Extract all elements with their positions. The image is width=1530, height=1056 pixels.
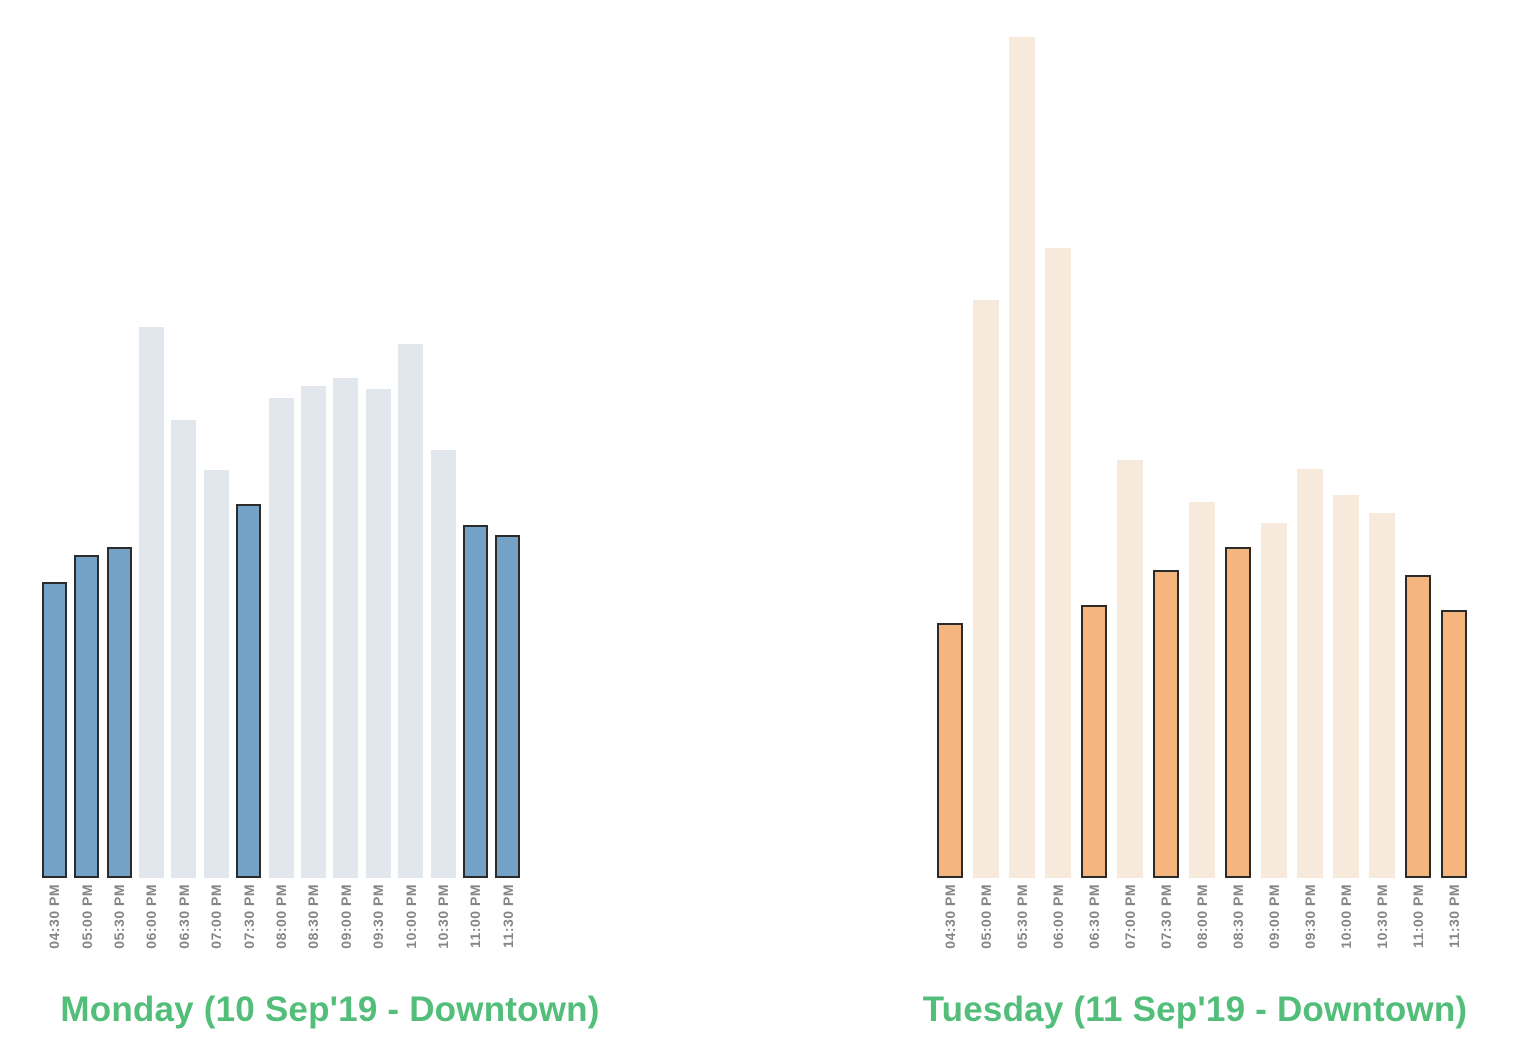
highlighted-bar-11-00-pm[interactable] bbox=[1405, 575, 1431, 878]
x-tick-label: 06:30 PM bbox=[1086, 884, 1102, 949]
highlighted-bar-11-30-pm[interactable] bbox=[495, 535, 521, 878]
highlighted-bar-11-00-pm[interactable] bbox=[462, 525, 488, 878]
bar-slot: 10:00 PM bbox=[394, 0, 426, 976]
highlighted-bar-08-30-pm[interactable] bbox=[1225, 547, 1251, 878]
bar-slot: 09:00 PM bbox=[1256, 0, 1292, 976]
x-tick-label: 10:00 PM bbox=[1338, 884, 1354, 949]
highlighted-bar-07-30-pm[interactable] bbox=[1153, 570, 1179, 878]
x-tick-label: 09:00 PM bbox=[1266, 884, 1282, 949]
x-tick-label: 08:00 PM bbox=[273, 884, 290, 949]
bar-slot: 11:30 PM bbox=[1436, 0, 1472, 976]
bar-09-30-pm[interactable] bbox=[1297, 469, 1323, 878]
highlighted-bar-05-30-pm[interactable] bbox=[106, 547, 132, 878]
bar-05-00-pm[interactable] bbox=[973, 300, 999, 878]
x-tick-label: 11:30 PM bbox=[1446, 884, 1462, 948]
bar-08-00-pm[interactable] bbox=[268, 398, 294, 878]
x-tick-label: 07:30 PM bbox=[1158, 884, 1174, 949]
x-tick-label: 05:30 PM bbox=[111, 884, 128, 949]
x-tick-label: 04:30 PM bbox=[46, 884, 63, 949]
x-tick-label: 09:00 PM bbox=[337, 884, 354, 949]
monday-plot-area: 04:30 PM 05:00 PM 05:30 PM 06:00 PM 06:30 PM… bbox=[38, 0, 524, 976]
x-tick-label: 05:00 PM bbox=[78, 884, 95, 949]
bar-slot: 07:30 PM bbox=[232, 0, 264, 976]
x-tick-label: 05:30 PM bbox=[1014, 884, 1030, 949]
bar-09-30-pm[interactable] bbox=[365, 389, 391, 878]
x-tick-label: 09:30 PM bbox=[1302, 884, 1318, 949]
highlighted-bar-05-00-pm[interactable] bbox=[74, 555, 100, 878]
x-tick-label: 04:30 PM bbox=[942, 884, 958, 949]
x-tick-label: 08:30 PM bbox=[305, 884, 322, 949]
bar-slot: 08:30 PM bbox=[1220, 0, 1256, 976]
bar-slot: 09:00 PM bbox=[330, 0, 362, 976]
x-tick-label: 11:00 PM bbox=[467, 884, 484, 948]
bar-slot: 10:00 PM bbox=[1328, 0, 1364, 976]
bar-slot: 11:30 PM bbox=[492, 0, 524, 976]
highlighted-bar-04-30-pm[interactable] bbox=[41, 582, 67, 878]
bar-09-00-pm[interactable] bbox=[333, 378, 359, 878]
bar-slot: 07:30 PM bbox=[1148, 0, 1184, 976]
x-tick-label: 05:00 PM bbox=[978, 884, 994, 949]
bar-07-00-pm[interactable] bbox=[1117, 460, 1143, 878]
bar-slot: 09:30 PM bbox=[1292, 0, 1328, 976]
bar-slot: 11:00 PM bbox=[459, 0, 491, 976]
bar-06-00-pm[interactable] bbox=[138, 327, 164, 878]
highlighted-bar-04-30-pm[interactable] bbox=[937, 623, 963, 878]
x-tick-label: 06:30 PM bbox=[175, 884, 192, 949]
bar-slot: 04:30 PM bbox=[38, 0, 70, 976]
bar-10-00-pm[interactable] bbox=[1333, 495, 1359, 878]
bar-10-30-pm[interactable] bbox=[1369, 513, 1395, 878]
bar-slot: 08:30 PM bbox=[297, 0, 329, 976]
bar-09-00-pm[interactable] bbox=[1261, 523, 1287, 878]
bar-slot: 06:00 PM bbox=[1040, 0, 1076, 976]
bar-08-30-pm[interactable] bbox=[300, 386, 326, 878]
bar-slot: 09:30 PM bbox=[362, 0, 394, 976]
x-tick-label: 07:00 PM bbox=[1122, 884, 1138, 949]
x-tick-label: 07:00 PM bbox=[208, 884, 225, 949]
bar-slot: 04:30 PM bbox=[932, 0, 968, 976]
x-tick-label: 08:30 PM bbox=[1230, 884, 1246, 949]
highlighted-bar-07-30-pm[interactable] bbox=[236, 504, 262, 878]
bar-slot: 08:00 PM bbox=[265, 0, 297, 976]
bar-10-30-pm[interactable] bbox=[430, 450, 456, 878]
bar-slot: 10:30 PM bbox=[427, 0, 459, 976]
tuesday-chart: 04:30 PM 05:00 PM 05:30 PM 06:00 PM 06:30 PM… bbox=[895, 0, 1495, 1030]
bar-slot: 06:30 PM bbox=[168, 0, 200, 976]
x-tick-label: 06:00 PM bbox=[143, 884, 160, 949]
bar-slot: 07:00 PM bbox=[1112, 0, 1148, 976]
bar-05-30-pm[interactable] bbox=[1009, 37, 1035, 878]
bar-06-30-pm[interactable] bbox=[171, 420, 197, 878]
bar-slot: 05:30 PM bbox=[1004, 0, 1040, 976]
bar-slot: 08:00 PM bbox=[1184, 0, 1220, 976]
bar-slot: 06:00 PM bbox=[135, 0, 167, 976]
bar-07-00-pm[interactable] bbox=[203, 470, 229, 878]
x-tick-label: 06:00 PM bbox=[1050, 884, 1066, 949]
highlighted-bar-11-30-pm[interactable] bbox=[1441, 610, 1467, 878]
bar-slot: 05:00 PM bbox=[968, 0, 1004, 976]
monday-chart: 04:30 PM 05:00 PM 05:30 PM 06:00 PM 06:30 PM… bbox=[30, 0, 630, 1030]
x-tick-label: 11:00 PM bbox=[1410, 884, 1426, 948]
bar-slot: 06:30 PM bbox=[1076, 0, 1112, 976]
bar-slot: 05:30 PM bbox=[103, 0, 135, 976]
x-tick-label: 10:30 PM bbox=[1374, 884, 1390, 949]
tuesday-chart-title: Tuesday (11 Sep'19 - Downtown) bbox=[922, 990, 1468, 1029]
x-tick-label: 09:30 PM bbox=[370, 884, 387, 949]
monday-chart-title: Monday (10 Sep'19 - Downtown) bbox=[60, 990, 600, 1029]
x-tick-label: 08:00 PM bbox=[1194, 884, 1210, 949]
highlighted-bar-06-30-pm[interactable] bbox=[1081, 605, 1107, 878]
bar-08-00-pm[interactable] bbox=[1189, 502, 1215, 878]
x-tick-label: 07:30 PM bbox=[240, 884, 257, 949]
x-tick-label: 11:30 PM bbox=[499, 884, 516, 948]
bar-slot: 05:00 PM bbox=[70, 0, 102, 976]
tuesday-plot-area: 04:30 PM 05:00 PM 05:30 PM 06:00 PM 06:30 PM… bbox=[932, 0, 1472, 976]
x-tick-label: 10:30 PM bbox=[435, 884, 452, 949]
bar-06-00-pm[interactable] bbox=[1045, 248, 1071, 878]
bar-slot: 10:30 PM bbox=[1364, 0, 1400, 976]
x-tick-label: 10:00 PM bbox=[402, 884, 419, 949]
bar-10-00-pm[interactable] bbox=[398, 344, 424, 878]
bar-slot: 07:00 PM bbox=[200, 0, 232, 976]
bar-slot: 11:00 PM bbox=[1400, 0, 1436, 976]
